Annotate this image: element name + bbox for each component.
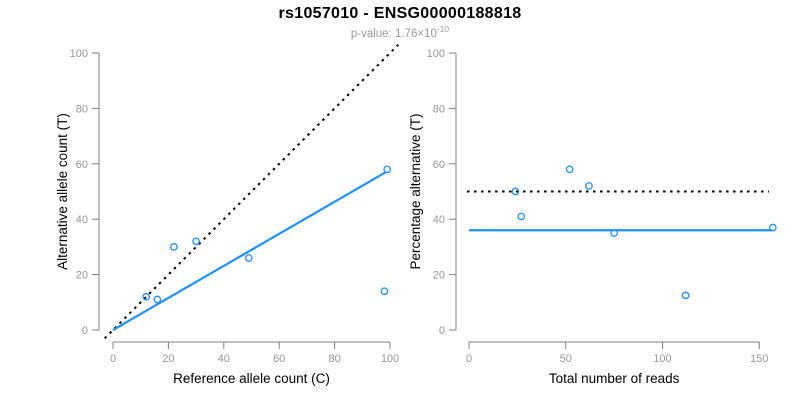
x-tick-label: 100 <box>653 353 671 365</box>
x-tick-label: 150 <box>750 353 768 365</box>
x-tick-label: 100 <box>381 353 399 365</box>
y-tick-label: 100 <box>427 48 445 60</box>
y-tick-label: 0 <box>82 325 88 337</box>
data-point <box>380 287 389 296</box>
y-tick-label: 80 <box>433 103 445 115</box>
y-tick-label: 100 <box>70 48 88 60</box>
data-point <box>170 243 178 251</box>
pvalue-exponent: -10 <box>436 24 450 34</box>
data-point <box>142 292 151 301</box>
y-axis-label: Alternative allele count (T) <box>55 113 70 270</box>
y-tick-label: 20 <box>76 270 88 282</box>
data-point <box>153 295 162 304</box>
data-point <box>383 165 392 174</box>
y-tick-label: 80 <box>76 103 88 115</box>
y-tick-label: 60 <box>76 159 88 171</box>
data-point <box>244 254 253 262</box>
y-tick-label: 40 <box>433 214 445 226</box>
data-point <box>192 237 200 246</box>
pvalue-text: p-value: 1.76×10 <box>350 28 437 40</box>
figure-subtitle: p-value: 1.76×10-10 <box>0 24 800 40</box>
fit-line <box>112 171 387 331</box>
y-tick-label: 60 <box>433 159 445 171</box>
y-tick-label: 20 <box>433 270 445 282</box>
data-point <box>585 182 593 190</box>
x-tick-label: 80 <box>328 353 340 365</box>
x-tick-label: 20 <box>162 353 174 365</box>
y-tick-label: 40 <box>76 214 88 226</box>
data-point <box>517 212 526 221</box>
y-tick-label: 0 <box>439 325 445 337</box>
x-tick-label: 60 <box>273 353 285 365</box>
x-axis-label: Reference allele count (C) <box>173 371 330 386</box>
y-axis-label: Percentage alternative (T) <box>408 113 423 269</box>
data-point <box>565 165 574 174</box>
x-tick-label: 40 <box>218 353 230 365</box>
x-tick-label: 50 <box>560 353 572 365</box>
x-tick-label: 0 <box>110 353 116 365</box>
x-tick-label: 0 <box>466 353 472 365</box>
data-point <box>768 223 777 232</box>
data-point <box>511 187 520 196</box>
x-axis-label: Total number of reads <box>549 371 680 386</box>
figure-title: rs1057010 - ENSG00000188818 <box>278 5 522 22</box>
data-point <box>681 291 690 300</box>
data-point <box>610 229 618 237</box>
